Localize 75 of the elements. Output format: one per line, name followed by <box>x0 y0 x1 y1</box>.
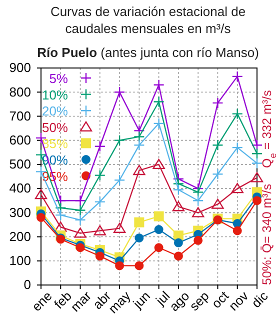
point <box>74 214 86 226</box>
point <box>192 207 204 218</box>
point <box>74 204 86 216</box>
x-tick-label: dic <box>248 288 272 311</box>
point <box>251 148 263 160</box>
x-tick-label: ene <box>28 288 55 314</box>
y-tick-label: 0 <box>24 277 31 292</box>
y-tick-label: 600 <box>9 132 31 148</box>
point <box>153 79 164 90</box>
point <box>74 228 86 238</box>
y-tick-label: 400 <box>9 180 31 196</box>
point <box>54 222 67 232</box>
text: 50%: Q̄= 340 m³/s <box>260 184 274 285</box>
x-tick-label: jun <box>129 288 154 312</box>
y-tick-label: 900 <box>9 60 31 76</box>
point <box>34 188 48 200</box>
point <box>114 86 126 98</box>
point <box>192 195 204 206</box>
point <box>36 212 46 222</box>
point <box>134 140 145 151</box>
point <box>251 158 263 169</box>
legend-label: 10% <box>42 87 68 102</box>
point <box>212 198 224 209</box>
y-tick-label: 500 <box>9 156 31 172</box>
x-tick-label: jul <box>152 288 173 309</box>
y-tick-label: 200 <box>9 228 31 244</box>
y-tick-label: 100 <box>9 253 31 268</box>
point <box>231 182 244 194</box>
point <box>212 168 224 180</box>
point <box>114 174 126 186</box>
point <box>94 140 106 152</box>
y-tick-label: 300 <box>9 204 31 220</box>
point <box>232 70 243 82</box>
point <box>134 131 145 142</box>
point <box>134 233 144 242</box>
point <box>113 222 126 233</box>
point <box>94 196 106 208</box>
point <box>115 261 124 270</box>
point <box>232 226 242 236</box>
point <box>192 186 204 198</box>
point <box>212 97 224 109</box>
point <box>154 211 164 222</box>
point <box>250 172 264 182</box>
point <box>153 118 164 130</box>
point <box>74 195 86 206</box>
legend-label: 50% <box>42 120 68 135</box>
chart-title: Curvas de variación estacional de caudales mensuales en m³/s <box>50 4 246 36</box>
point <box>154 225 164 234</box>
point <box>76 243 85 252</box>
point <box>153 96 164 108</box>
legend-label: 20% <box>42 104 68 119</box>
point <box>232 142 243 154</box>
point <box>251 140 263 151</box>
point <box>172 184 184 196</box>
point <box>172 201 185 212</box>
point <box>134 217 144 228</box>
point <box>154 243 164 252</box>
point <box>232 108 243 120</box>
point <box>174 252 183 261</box>
point <box>114 134 126 146</box>
point <box>174 238 183 248</box>
point <box>152 158 165 170</box>
point <box>94 170 106 181</box>
point <box>134 261 144 270</box>
y-tick-label: 800 <box>9 84 31 100</box>
point <box>252 196 262 206</box>
legend-label: 5% <box>49 71 68 86</box>
chart-subtitle: Río Puelo (antes junta con río Manso) <box>37 45 259 60</box>
point <box>212 140 224 151</box>
point <box>133 164 146 176</box>
point <box>194 236 203 245</box>
y-tick-label: 700 <box>9 108 31 124</box>
point <box>94 225 106 236</box>
point <box>55 209 66 221</box>
point <box>95 252 104 261</box>
